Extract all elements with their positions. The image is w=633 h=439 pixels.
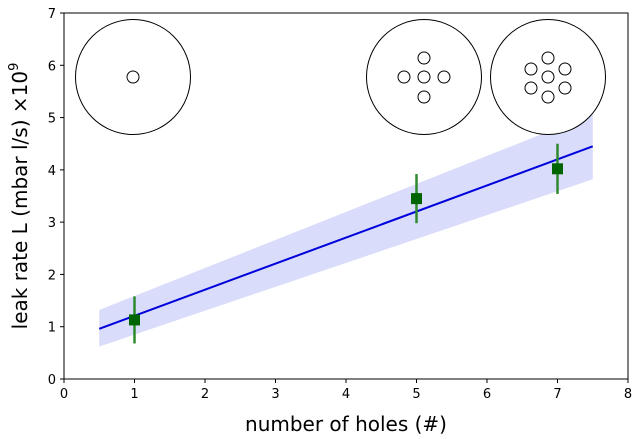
- data-point-3: [552, 163, 563, 175]
- inset-hole: [524, 62, 538, 76]
- x-tick-label: 2: [201, 387, 209, 402]
- y-tick-label: 7: [48, 7, 56, 22]
- inset-7-holes: [490, 19, 606, 135]
- x-tick-label: 6: [483, 387, 491, 402]
- inset-hole: [541, 51, 555, 65]
- inset-hole: [397, 70, 411, 84]
- data-point-2: [411, 193, 422, 205]
- inset-hole: [541, 70, 555, 84]
- inset-hole: [417, 90, 431, 104]
- y-tick-label: 4: [48, 164, 56, 179]
- x-tick-label: 8: [624, 387, 632, 402]
- x-tick-label: 1: [130, 387, 138, 402]
- y-axis-label-exponent: 9: [7, 63, 22, 71]
- y-tick-label: 5: [48, 112, 56, 127]
- y-axis-label-text: leak rate L (mbar l/s) ×10: [8, 71, 32, 329]
- x-tick-label: 7: [553, 387, 561, 402]
- x-axis-label: number of holes (#): [245, 412, 447, 436]
- x-tick-label: 5: [412, 387, 420, 402]
- x-tick-label: 0: [60, 387, 68, 402]
- x-tick-label: 4: [342, 387, 350, 402]
- y-tick-label: 1: [48, 321, 56, 336]
- inset-hole: [437, 70, 451, 84]
- y-tick-label: 0: [48, 373, 56, 388]
- y-tick-label: 2: [48, 268, 56, 283]
- inset-hole: [126, 70, 140, 84]
- fit-line: [98, 145, 594, 330]
- y-tick-label: 6: [48, 59, 56, 74]
- inset-hole: [417, 70, 431, 84]
- data-point-layer: [129, 163, 563, 326]
- inset-1-holes: [75, 19, 191, 135]
- hole-pattern-insets: [75, 19, 606, 135]
- inset-5-holes: [366, 19, 482, 135]
- inset-hole: [524, 81, 538, 95]
- y-tick-label: 3: [48, 216, 56, 231]
- x-axis-ticks: 0 1 2 3 4 5 6 7 8: [60, 379, 632, 402]
- y-axis-ticks: 0 1 2 3 4 5 6 7: [48, 7, 64, 388]
- inset-hole: [417, 51, 431, 65]
- data-point-1: [129, 314, 140, 326]
- confidence-band: [99, 113, 593, 347]
- y-axis-label: leak rate L (mbar l/s) ×109: [7, 63, 32, 330]
- inset-hole: [541, 90, 555, 104]
- inset-hole: [558, 81, 572, 95]
- confidence-band-layer: [99, 113, 593, 347]
- inset-hole: [558, 62, 572, 76]
- fit-line-layer: [98, 145, 594, 330]
- x-tick-label: 3: [271, 387, 279, 402]
